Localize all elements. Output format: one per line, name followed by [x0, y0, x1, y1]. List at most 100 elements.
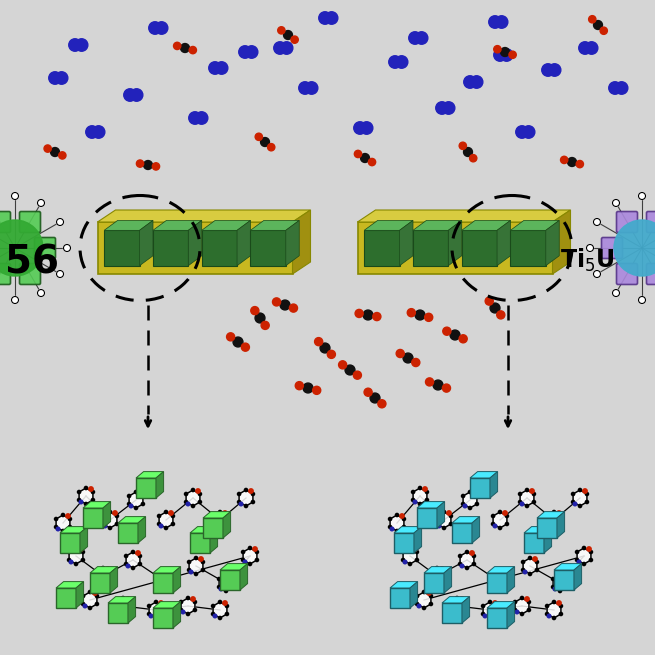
Polygon shape: [189, 558, 203, 574]
Circle shape: [345, 365, 355, 375]
Circle shape: [422, 487, 427, 491]
Circle shape: [447, 511, 451, 515]
Circle shape: [485, 297, 493, 305]
Circle shape: [493, 601, 497, 605]
Circle shape: [437, 524, 441, 528]
Circle shape: [81, 550, 84, 553]
Circle shape: [378, 400, 386, 408]
Circle shape: [425, 498, 428, 502]
Polygon shape: [98, 210, 310, 222]
Circle shape: [159, 524, 163, 528]
Circle shape: [559, 573, 561, 576]
Circle shape: [121, 612, 124, 616]
Polygon shape: [286, 221, 299, 266]
Polygon shape: [104, 221, 153, 231]
Circle shape: [608, 82, 621, 94]
Polygon shape: [103, 512, 117, 528]
Circle shape: [425, 491, 428, 494]
Circle shape: [449, 608, 452, 612]
Polygon shape: [364, 221, 413, 231]
Polygon shape: [213, 602, 227, 618]
Circle shape: [489, 574, 492, 578]
Circle shape: [67, 550, 71, 553]
Circle shape: [147, 605, 151, 608]
Circle shape: [586, 42, 598, 54]
Circle shape: [168, 582, 172, 586]
Circle shape: [353, 371, 362, 379]
Bar: [510, 231, 546, 266]
Circle shape: [582, 563, 586, 566]
Circle shape: [186, 502, 190, 506]
Polygon shape: [149, 602, 163, 618]
Bar: [83, 508, 103, 528]
Circle shape: [498, 527, 502, 530]
Circle shape: [476, 495, 479, 498]
Circle shape: [164, 527, 168, 530]
Circle shape: [505, 514, 508, 517]
Polygon shape: [181, 598, 195, 614]
Circle shape: [102, 582, 105, 586]
Circle shape: [274, 42, 286, 54]
Circle shape: [172, 523, 174, 525]
Circle shape: [529, 556, 532, 559]
Circle shape: [600, 27, 607, 34]
Bar: [554, 570, 574, 590]
Circle shape: [521, 597, 523, 599]
Circle shape: [75, 39, 88, 51]
Circle shape: [370, 393, 380, 403]
Circle shape: [527, 601, 531, 604]
Circle shape: [436, 514, 439, 517]
Polygon shape: [202, 221, 250, 231]
Polygon shape: [103, 502, 111, 528]
Circle shape: [155, 574, 158, 578]
Circle shape: [402, 559, 405, 561]
Polygon shape: [553, 575, 567, 591]
Circle shape: [225, 605, 229, 608]
Circle shape: [493, 524, 496, 528]
FancyBboxPatch shape: [616, 212, 637, 233]
Polygon shape: [424, 567, 451, 573]
Circle shape: [433, 380, 443, 390]
Polygon shape: [510, 221, 559, 231]
Circle shape: [415, 594, 419, 597]
Circle shape: [472, 563, 476, 566]
Polygon shape: [60, 527, 88, 533]
Circle shape: [225, 573, 227, 576]
Circle shape: [84, 502, 88, 506]
Circle shape: [187, 561, 191, 563]
Circle shape: [360, 153, 369, 162]
Circle shape: [593, 219, 601, 225]
Circle shape: [481, 605, 485, 608]
Circle shape: [489, 616, 492, 620]
Circle shape: [251, 307, 259, 314]
Circle shape: [56, 271, 64, 278]
Polygon shape: [293, 210, 310, 274]
Circle shape: [312, 386, 321, 394]
Polygon shape: [574, 563, 582, 590]
Circle shape: [455, 597, 458, 599]
Circle shape: [459, 142, 466, 149]
Circle shape: [108, 510, 111, 514]
Circle shape: [639, 193, 645, 200]
Circle shape: [138, 554, 141, 557]
Circle shape: [191, 489, 195, 492]
Circle shape: [490, 584, 494, 588]
Bar: [153, 231, 188, 266]
Circle shape: [612, 200, 620, 206]
Circle shape: [48, 72, 61, 84]
Bar: [118, 523, 138, 543]
Circle shape: [75, 546, 77, 550]
FancyBboxPatch shape: [0, 212, 10, 233]
Bar: [364, 231, 400, 266]
Polygon shape: [156, 572, 170, 588]
Circle shape: [587, 547, 591, 552]
Circle shape: [525, 489, 529, 492]
Circle shape: [161, 605, 164, 608]
Circle shape: [102, 523, 105, 525]
Circle shape: [138, 563, 141, 566]
Circle shape: [139, 491, 143, 495]
Circle shape: [233, 337, 243, 347]
Circle shape: [67, 559, 71, 561]
Circle shape: [136, 551, 140, 555]
Polygon shape: [487, 567, 515, 573]
